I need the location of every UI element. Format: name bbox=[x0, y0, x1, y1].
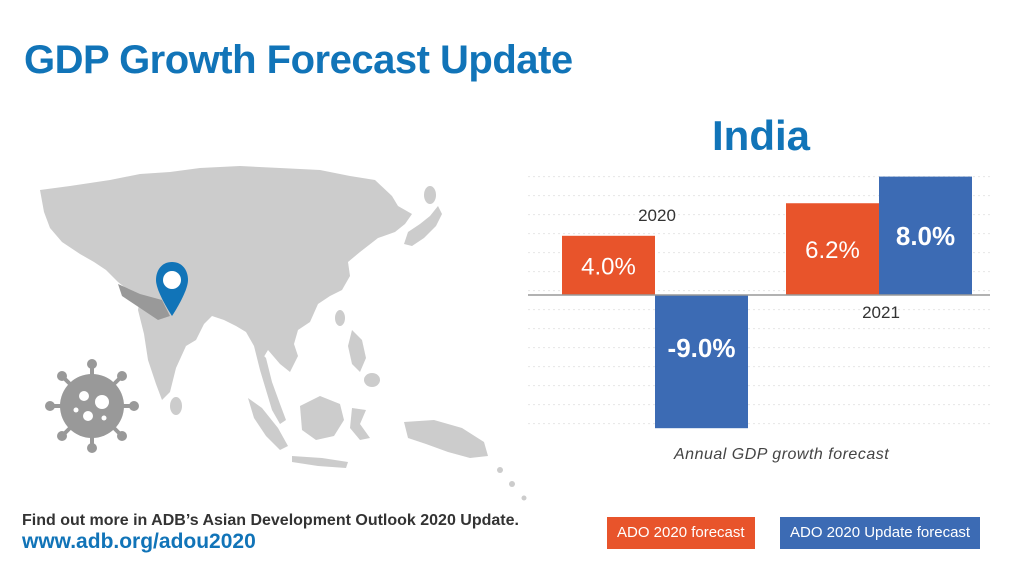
data-label: 6.2% bbox=[805, 237, 860, 264]
data-label: 8.0% bbox=[896, 221, 955, 251]
footer-link[interactable]: www.adb.org/adou2020 bbox=[22, 530, 256, 553]
category-label: 2021 bbox=[862, 303, 900, 322]
location-pin-icon bbox=[156, 262, 188, 316]
bar bbox=[562, 235, 655, 295]
data-label: 4.0% bbox=[581, 253, 636, 280]
data-label: -9.0% bbox=[668, 333, 736, 363]
bar bbox=[655, 295, 748, 429]
country-title: India bbox=[712, 112, 811, 159]
legend-ado-2020-update: ADO 2020 Update forecast bbox=[780, 517, 981, 549]
page-title: GDP Growth Forecast Update bbox=[24, 38, 573, 82]
bar bbox=[879, 176, 972, 295]
footer-text: Find out more in ADB’s Asian Development… bbox=[22, 512, 519, 529]
bar bbox=[786, 203, 879, 295]
category-label: 2020 bbox=[638, 206, 676, 225]
asia-map-icon bbox=[40, 166, 527, 501]
legend-ado-2020: ADO 2020 forecast bbox=[607, 517, 755, 549]
chart-caption: Annual GDP growth forecast bbox=[674, 446, 890, 463]
coronavirus-icon bbox=[45, 359, 139, 453]
